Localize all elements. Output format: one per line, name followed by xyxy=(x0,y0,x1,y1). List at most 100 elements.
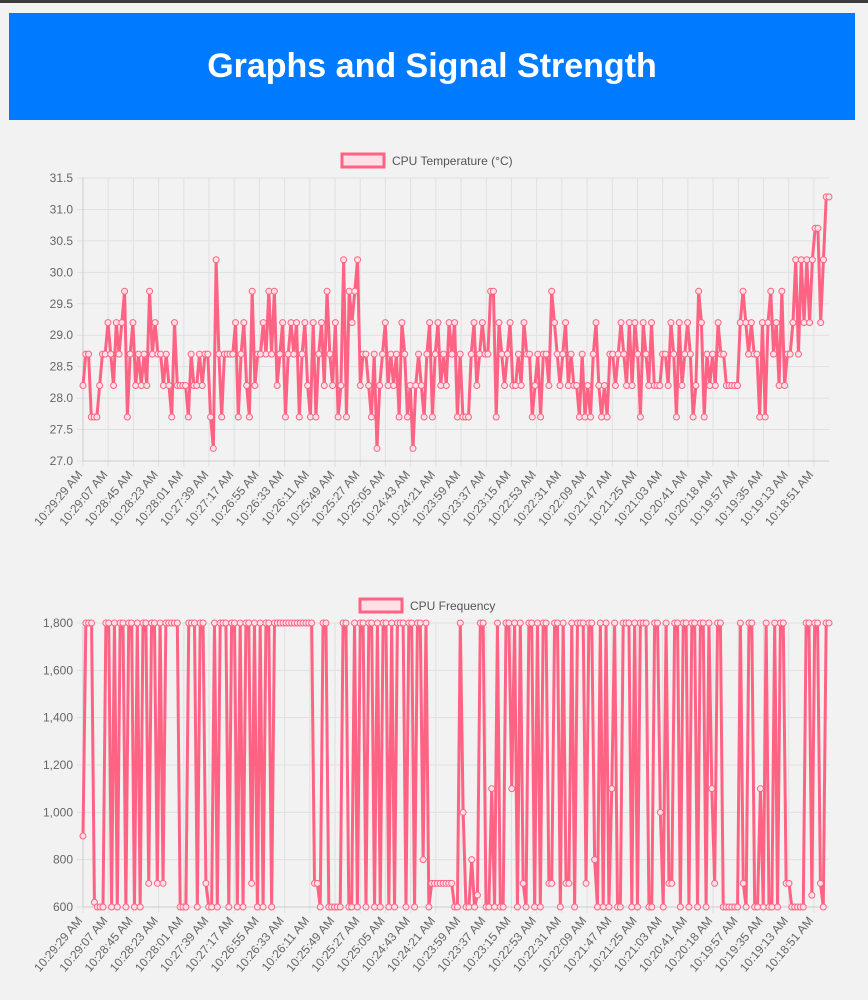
freq-data-point[interactable] xyxy=(373,619,381,627)
temp-data-point[interactable] xyxy=(428,413,436,421)
temp-data-point[interactable] xyxy=(584,382,592,390)
temp-data-point[interactable] xyxy=(761,413,769,421)
freq-data-point[interactable] xyxy=(485,903,493,911)
temp-data-point[interactable] xyxy=(550,319,558,327)
temp-data-point[interactable] xyxy=(390,382,398,390)
temp-data-point[interactable] xyxy=(789,319,797,327)
temp-data-point[interactable] xyxy=(104,319,112,327)
freq-data-point[interactable] xyxy=(385,903,393,911)
temp-data-point[interactable] xyxy=(121,287,129,295)
freq-data-point[interactable] xyxy=(105,619,113,627)
temp-data-point[interactable] xyxy=(495,319,503,327)
freq-data-point[interactable] xyxy=(122,903,130,911)
temp-data-point[interactable] xyxy=(664,382,672,390)
temp-data-point[interactable] xyxy=(365,382,373,390)
temp-data-point[interactable] xyxy=(218,413,226,421)
temp-data-point[interactable] xyxy=(672,413,680,421)
temp-data-point[interactable] xyxy=(309,319,317,327)
temp-data-point[interactable] xyxy=(620,350,628,358)
temp-data-point[interactable] xyxy=(276,350,284,358)
temp-data-point[interactable] xyxy=(251,382,259,390)
temp-data-point[interactable] xyxy=(240,319,248,327)
freq-data-point[interactable] xyxy=(505,619,513,627)
freq-data-point[interactable] xyxy=(419,856,427,864)
freq-data-point[interactable] xyxy=(556,903,564,911)
freq-data-point[interactable] xyxy=(133,619,141,627)
freq-data-point[interactable] xyxy=(682,619,690,627)
temp-data-point[interactable] xyxy=(714,319,722,327)
temp-data-point[interactable] xyxy=(337,382,345,390)
freq-data-point[interactable] xyxy=(528,619,536,627)
freq-data-point[interactable] xyxy=(711,879,719,887)
temp-data-point[interactable] xyxy=(764,319,772,327)
freq-data-point[interactable] xyxy=(265,619,273,627)
temp-data-point[interactable] xyxy=(351,287,359,295)
freq-data-point[interactable] xyxy=(642,619,650,627)
freq-data-point[interactable] xyxy=(708,785,716,793)
freq-data-point[interactable] xyxy=(448,879,456,887)
freq-data-point[interactable] xyxy=(353,903,361,911)
freq-data-point[interactable] xyxy=(656,808,664,816)
freq-data-point[interactable] xyxy=(759,903,767,911)
freq-data-point[interactable] xyxy=(259,903,267,911)
freq-data-point[interactable] xyxy=(213,903,221,911)
temp-data-point[interactable] xyxy=(279,319,287,327)
temp-data-point[interactable] xyxy=(415,350,423,358)
freq-data-point[interactable] xyxy=(668,879,676,887)
temp-data-point[interactable] xyxy=(96,382,104,390)
temp-data-point[interactable] xyxy=(661,350,669,358)
temp-data-point[interactable] xyxy=(423,350,431,358)
freq-data-point[interactable] xyxy=(674,619,682,627)
freq-data-point[interactable] xyxy=(88,619,96,627)
temp-data-point[interactable] xyxy=(628,382,636,390)
temp-data-point[interactable] xyxy=(123,413,131,421)
temp-data-point[interactable] xyxy=(700,413,708,421)
temp-data-point[interactable] xyxy=(484,350,492,358)
freq-data-point[interactable] xyxy=(253,903,261,911)
temp-data-point[interactable] xyxy=(326,350,334,358)
temp-data-point[interactable] xyxy=(312,413,320,421)
temp-data-point[interactable] xyxy=(162,350,170,358)
temp-data-point[interactable] xyxy=(667,319,675,327)
freq-data-point[interactable] xyxy=(513,903,521,911)
temp-data-point[interactable] xyxy=(434,319,442,327)
freq-data-point[interactable] xyxy=(459,808,467,816)
temp-data-point[interactable] xyxy=(772,319,780,327)
freq-data-point[interactable] xyxy=(756,785,764,793)
freq-data-point[interactable] xyxy=(799,903,807,911)
temp-data-point[interactable] xyxy=(281,413,289,421)
temp-data-point[interactable] xyxy=(85,350,93,358)
temp-data-point[interactable] xyxy=(381,319,389,327)
freq-data-point[interactable] xyxy=(173,619,181,627)
temp-data-point[interactable] xyxy=(248,287,256,295)
temp-data-point[interactable] xyxy=(212,256,220,264)
freq-data-point[interactable] xyxy=(222,619,230,627)
freq-data-point[interactable] xyxy=(210,619,218,627)
freq-data-point[interactable] xyxy=(268,903,276,911)
freq-data-point[interactable] xyxy=(536,903,544,911)
temp-data-point[interactable] xyxy=(525,350,533,358)
temp-data-point[interactable] xyxy=(107,350,115,358)
temp-data-point[interactable] xyxy=(243,382,251,390)
temp-data-point[interactable] xyxy=(656,382,664,390)
freq-data-point[interactable] xyxy=(453,903,461,911)
freq-data-point[interactable] xyxy=(108,903,116,911)
freq-data-point[interactable] xyxy=(816,879,824,887)
freq-data-point[interactable] xyxy=(342,619,350,627)
temp-data-point[interactable] xyxy=(373,444,381,452)
freq-data-point[interactable] xyxy=(368,619,376,627)
temp-data-point[interactable] xyxy=(478,319,486,327)
temp-data-point[interactable] xyxy=(317,319,325,327)
temp-data-point[interactable] xyxy=(592,319,600,327)
freq-data-point[interactable] xyxy=(519,879,527,887)
freq-data-point[interactable] xyxy=(754,903,762,911)
temp-data-point[interactable] xyxy=(301,319,309,327)
freq-data-point[interactable] xyxy=(425,903,433,911)
freq-data-point[interactable] xyxy=(785,879,793,887)
temp-data-point[interactable] xyxy=(695,287,703,295)
freq-data-point[interactable] xyxy=(825,619,833,627)
freq-data-point[interactable] xyxy=(362,903,370,911)
temp-data-point[interactable] xyxy=(634,350,642,358)
freq-data-point[interactable] xyxy=(471,903,479,911)
temp-data-point[interactable] xyxy=(115,350,123,358)
